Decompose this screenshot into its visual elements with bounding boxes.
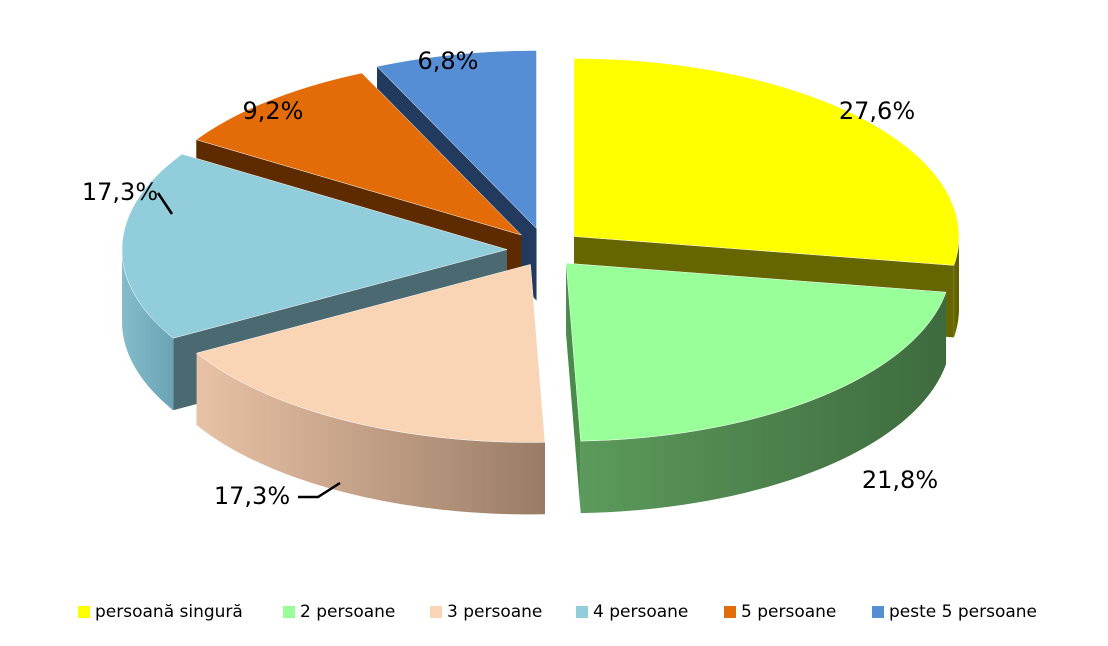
legend-swatch-2 bbox=[430, 606, 442, 618]
data-label-2: 17,3% bbox=[214, 482, 290, 510]
legend-label-4: 5 persoane bbox=[741, 602, 836, 622]
pie-slice-top-3 bbox=[121, 153, 508, 339]
legend-item-1: 2 persoane bbox=[283, 602, 395, 622]
legend-item-0: persoană singură bbox=[78, 602, 243, 622]
data-labels-layer: 27,6% 21,8% 17,3% 17,3% 9,2% 6,8% bbox=[82, 47, 938, 510]
pie-slice-top-5 bbox=[376, 50, 537, 230]
legend-swatch-5 bbox=[872, 606, 884, 618]
legend: persoană singură 2 persoane 3 persoane 4 pe… bbox=[78, 602, 1037, 622]
leader-line-1 bbox=[298, 481, 341, 499]
pie-slice-2 bbox=[196, 264, 546, 515]
legend-item-2: 3 persoane bbox=[430, 602, 542, 622]
legend-swatch-4 bbox=[724, 606, 736, 618]
pie-slice-top-1 bbox=[565, 262, 947, 442]
legend-label-3: 4 persoane bbox=[593, 602, 688, 622]
legend-item-5: peste 5 persoane bbox=[872, 602, 1037, 622]
pie-slice-top-2 bbox=[196, 264, 546, 443]
pie-slice-top-0 bbox=[573, 58, 960, 266]
pie-slice-side-1 bbox=[580, 292, 947, 514]
legend-swatch-1 bbox=[283, 606, 295, 618]
legend-swatch-3 bbox=[576, 606, 588, 618]
pie-slice-1 bbox=[565, 262, 947, 514]
legend-label-5: peste 5 persoane bbox=[889, 602, 1037, 622]
data-label-1: 21,8% bbox=[862, 466, 938, 494]
data-label-5: 6,8% bbox=[418, 47, 479, 75]
pie-slice-top-4 bbox=[195, 72, 523, 236]
pie-slice-wall-1-1 bbox=[566, 263, 581, 514]
data-label-0: 27,6% bbox=[839, 97, 915, 125]
pie-slice-side-2 bbox=[196, 353, 545, 515]
legend-item-4: 5 persoane bbox=[724, 602, 836, 622]
legend-label-2: 3 persoane bbox=[447, 602, 542, 622]
legend-label-0: persoană singură bbox=[95, 602, 243, 622]
legend-item-3: 4 persoane bbox=[576, 602, 688, 622]
leader-line-0 bbox=[156, 192, 174, 215]
data-label-4: 9,2% bbox=[243, 97, 304, 125]
pie-slice-side-3 bbox=[122, 249, 174, 411]
legend-swatch-0 bbox=[78, 606, 90, 618]
data-label-3: 17,3% bbox=[82, 178, 158, 206]
slices-layer bbox=[121, 50, 960, 515]
legend-label-1: 2 persoane bbox=[300, 602, 395, 622]
